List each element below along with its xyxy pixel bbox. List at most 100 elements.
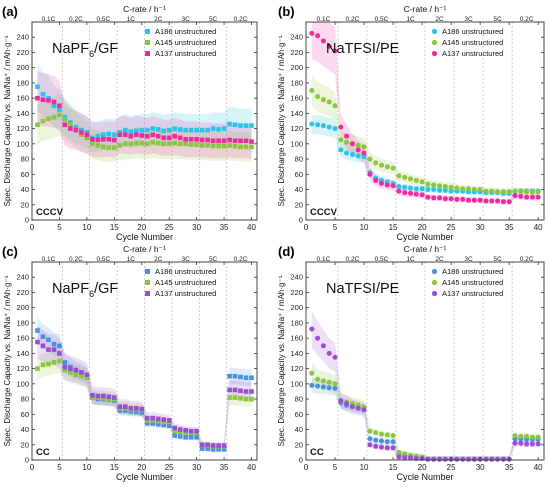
c-rate-tick-label: 0.1C — [42, 256, 56, 263]
data-point — [466, 197, 471, 203]
data-point — [466, 456, 471, 462]
data-point — [216, 127, 221, 132]
y-tick-label: 80 — [21, 395, 29, 404]
legend-marker — [145, 40, 150, 45]
data-point — [355, 142, 361, 148]
y-tick-label: 60 — [295, 410, 303, 419]
data-point — [117, 132, 123, 137]
x-tick-label: 0 — [304, 463, 309, 472]
y-tick-label: 80 — [295, 155, 303, 164]
data-point — [500, 189, 506, 195]
data-point — [419, 186, 425, 192]
data-point — [232, 387, 238, 393]
data-point — [73, 367, 79, 373]
data-point — [205, 446, 210, 451]
data-point — [471, 456, 477, 462]
x-tick-label: 5 — [333, 223, 338, 232]
data-point — [454, 196, 460, 202]
legend-marker — [145, 51, 150, 56]
data-point — [73, 372, 79, 377]
x-axis-label: Cycle Number — [396, 232, 453, 242]
data-point — [101, 132, 106, 137]
data-point — [518, 188, 524, 194]
c-rate-tick-label: 0.5C — [96, 256, 110, 263]
data-point — [367, 156, 373, 162]
y-axis-label: Spec. Discharge Capacity vs. Na/Na⁺ / mA… — [277, 35, 286, 206]
data-point — [123, 141, 128, 147]
data-point — [466, 186, 471, 192]
y-tick-label: 100 — [16, 379, 29, 388]
c-rate-tick-label: 3C — [464, 256, 473, 263]
data-point — [315, 122, 321, 128]
series-error-band — [311, 362, 539, 460]
x-axis-label: Cycle Number — [116, 472, 173, 482]
data-point — [373, 443, 379, 449]
legend-marker — [431, 50, 438, 57]
data-point — [315, 383, 321, 389]
y-tick-label: 140 — [16, 349, 29, 358]
panel-title: NaTFSI/PE — [326, 41, 400, 57]
data-point — [40, 334, 46, 339]
data-point — [199, 137, 205, 143]
c-rate-tick-label: 0.2C — [69, 16, 83, 23]
legend-marker — [431, 279, 438, 286]
data-point — [101, 144, 106, 150]
data-point — [161, 141, 166, 147]
data-point — [40, 118, 46, 124]
data-point — [144, 127, 150, 133]
chart-panel-d: (d) 0 5 10 15 20 25 30 35 40 0 20 40 60 80 100 120 140 160… — [277, 244, 545, 482]
data-point — [232, 122, 238, 128]
x-tick-label: 30 — [192, 463, 201, 472]
data-point — [332, 354, 338, 360]
x-tick-label: 25 — [447, 463, 456, 472]
data-point — [232, 138, 238, 144]
data-point — [535, 434, 541, 440]
data-point — [320, 378, 326, 384]
x-tick-label: 5 — [57, 223, 62, 232]
y-tick-label: 160 — [290, 94, 303, 103]
x-tick-label: 10 — [360, 223, 369, 232]
top-axis-label: C-rate / h⁻¹ — [123, 4, 166, 14]
data-point — [524, 441, 530, 447]
panel-title-suffix: /GF — [94, 281, 118, 297]
data-point — [57, 343, 62, 349]
legend-marker — [145, 269, 150, 274]
data-point — [338, 124, 344, 130]
y-tick-label: 180 — [290, 318, 303, 327]
data-point — [150, 126, 155, 131]
data-point — [460, 456, 466, 462]
data-point — [232, 373, 238, 379]
data-point — [112, 132, 117, 137]
data-point — [199, 442, 205, 448]
x-axis-label: Cycle Number — [116, 232, 173, 242]
data-point — [172, 433, 177, 438]
data-point — [68, 122, 73, 128]
data-point — [35, 366, 40, 371]
data-point — [408, 455, 413, 461]
legend-label: A137 unstructured — [442, 289, 503, 298]
data-point — [73, 127, 79, 133]
data-point — [210, 443, 216, 448]
data-point — [495, 198, 501, 204]
legend-label: A137 unstructured — [155, 49, 216, 58]
c-rate-tick-label: 2C — [154, 256, 163, 263]
data-point — [431, 456, 437, 462]
y-tick-label: 220 — [16, 288, 29, 297]
data-point — [205, 143, 210, 148]
data-point — [150, 421, 155, 426]
data-point — [155, 140, 161, 146]
data-point — [161, 135, 166, 141]
y-tick-label: 60 — [21, 170, 29, 179]
data-point — [454, 185, 460, 191]
data-point — [221, 143, 227, 149]
data-point — [396, 184, 402, 189]
data-point — [332, 126, 338, 132]
data-point — [243, 138, 249, 144]
data-point — [112, 137, 117, 143]
c-rate-tick-label: 0.1C — [317, 256, 331, 263]
panel-title: NaPF6/GF — [52, 41, 118, 59]
legend-label: A186 unstructured — [155, 267, 216, 276]
data-point — [40, 343, 46, 349]
data-point — [194, 137, 199, 142]
data-point — [518, 440, 524, 446]
